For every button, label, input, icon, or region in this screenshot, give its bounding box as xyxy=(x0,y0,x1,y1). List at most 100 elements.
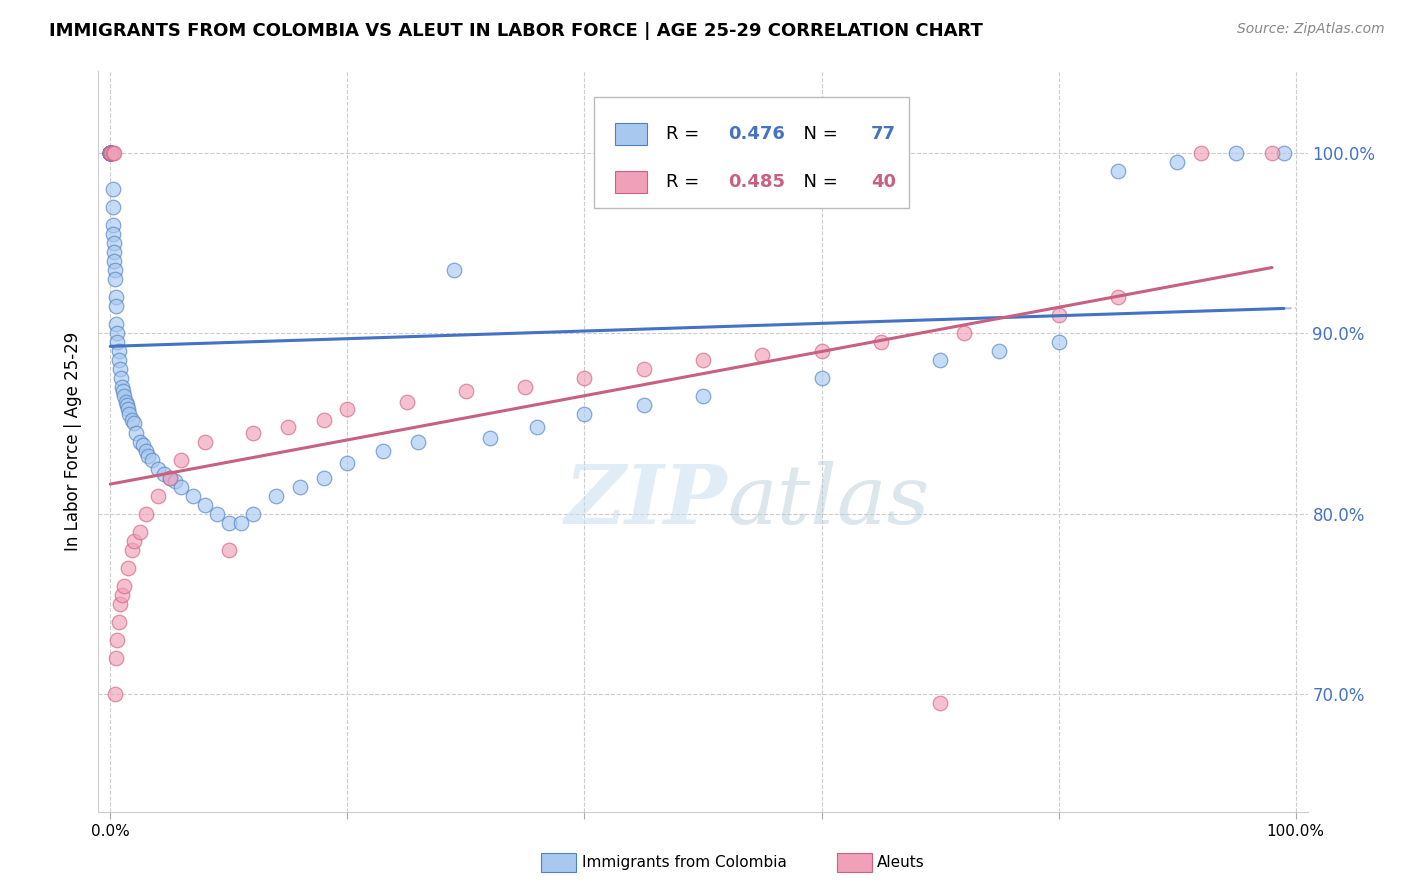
Point xyxy=(98,145,121,160)
Point xyxy=(929,697,952,711)
Point xyxy=(100,145,122,160)
Text: R =: R = xyxy=(665,173,704,191)
Point xyxy=(170,480,193,494)
Point xyxy=(751,348,773,362)
Text: IMMIGRANTS FROM COLOMBIA VS ALEUT IN LABOR FORCE | AGE 25-29 CORRELATION CHART: IMMIGRANTS FROM COLOMBIA VS ALEUT IN LAB… xyxy=(49,22,983,40)
Point xyxy=(408,434,430,449)
Text: atlas: atlas xyxy=(727,461,929,541)
Point xyxy=(104,687,127,701)
Point xyxy=(98,145,121,160)
Point xyxy=(103,235,125,250)
Point xyxy=(98,145,121,160)
Point xyxy=(103,145,125,160)
Point xyxy=(111,588,134,602)
Point xyxy=(107,615,129,629)
Point xyxy=(108,597,131,611)
Point xyxy=(105,299,128,313)
Point xyxy=(152,467,174,481)
Point xyxy=(98,145,121,160)
Point xyxy=(1166,154,1188,169)
Point xyxy=(121,542,143,557)
Point xyxy=(1047,308,1070,322)
Point xyxy=(105,317,128,331)
Point xyxy=(136,449,159,463)
Point xyxy=(574,371,596,385)
Bar xyxy=(614,170,647,193)
Point xyxy=(100,145,122,160)
Text: Source: ZipAtlas.com: Source: ZipAtlas.com xyxy=(1237,22,1385,37)
Text: 77: 77 xyxy=(872,125,896,143)
Point xyxy=(114,579,136,593)
Point xyxy=(692,389,714,403)
Point xyxy=(336,456,359,470)
Point xyxy=(121,413,143,427)
Point xyxy=(117,561,139,575)
Point xyxy=(264,489,287,503)
Point xyxy=(146,489,169,503)
Point xyxy=(104,263,127,277)
Point xyxy=(242,425,264,440)
Point xyxy=(101,200,124,214)
Point xyxy=(104,272,127,286)
Point xyxy=(115,399,138,413)
Point xyxy=(132,438,155,452)
Text: 0.485: 0.485 xyxy=(728,173,786,191)
Point xyxy=(101,182,124,196)
Point xyxy=(114,394,136,409)
Point xyxy=(107,353,129,368)
Point xyxy=(165,475,187,489)
Point xyxy=(98,145,121,160)
Bar xyxy=(614,123,647,145)
Point xyxy=(205,507,228,521)
Point xyxy=(478,431,501,445)
Point xyxy=(129,434,152,449)
Point xyxy=(277,420,299,434)
Point xyxy=(1225,145,1247,160)
Point xyxy=(371,443,394,458)
Point xyxy=(98,145,121,160)
Point xyxy=(107,344,129,359)
Text: N =: N = xyxy=(793,125,844,143)
FancyBboxPatch shape xyxy=(595,97,908,209)
Point xyxy=(101,145,124,160)
Point xyxy=(242,507,264,521)
Point xyxy=(105,335,128,350)
Text: N =: N = xyxy=(793,173,844,191)
Point xyxy=(810,371,832,385)
Point xyxy=(218,516,240,530)
Point xyxy=(312,470,335,484)
Point xyxy=(229,516,252,530)
Point xyxy=(103,244,125,259)
Point xyxy=(146,461,169,475)
Point xyxy=(101,218,124,232)
Text: 0.476: 0.476 xyxy=(728,125,786,143)
Point xyxy=(869,335,891,350)
Point xyxy=(1047,335,1070,350)
Point xyxy=(159,470,181,484)
Point xyxy=(112,384,135,398)
Point xyxy=(443,263,465,277)
Point xyxy=(125,425,148,440)
Point xyxy=(98,145,121,160)
Point xyxy=(108,362,131,376)
Point xyxy=(98,145,121,160)
Point xyxy=(312,413,335,427)
Point xyxy=(170,452,193,467)
Point xyxy=(122,417,145,431)
Point xyxy=(574,408,596,422)
Point xyxy=(105,326,128,341)
Point xyxy=(105,651,128,665)
Point xyxy=(135,443,157,458)
Point xyxy=(218,542,240,557)
Point xyxy=(1107,163,1129,178)
Point xyxy=(288,480,311,494)
Text: Immigrants from Colombia: Immigrants from Colombia xyxy=(582,855,787,870)
Point xyxy=(122,533,145,548)
Point xyxy=(454,384,477,398)
Point xyxy=(111,380,134,394)
Point xyxy=(952,326,974,341)
Point xyxy=(515,380,537,394)
Point xyxy=(1189,145,1212,160)
Point xyxy=(988,344,1011,359)
Point xyxy=(395,394,418,409)
